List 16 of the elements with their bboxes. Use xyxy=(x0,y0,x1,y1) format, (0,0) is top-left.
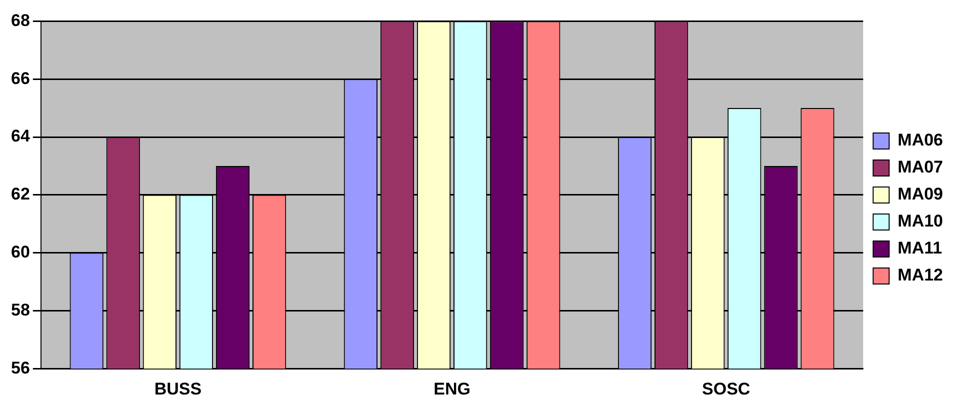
legend-label: MA09 xyxy=(898,184,944,204)
y-tick-label: 64 xyxy=(10,126,30,146)
legend-label: MA07 xyxy=(898,158,944,177)
y-tick-label: 60 xyxy=(10,242,30,262)
y-tick-label: 58 xyxy=(10,300,30,320)
legend-label: MA06 xyxy=(898,130,944,150)
x-tick-label: ENG xyxy=(434,379,470,398)
x-tick-label: SOSC xyxy=(702,379,750,398)
y-tick-label: 56 xyxy=(10,358,30,378)
y-tick-label: 68 xyxy=(10,10,30,30)
legend-label: MA11 xyxy=(898,238,942,258)
y-tick-label: 66 xyxy=(10,68,30,88)
y-tick-label: 62 xyxy=(10,184,30,204)
x-tick-label: BUSS xyxy=(154,379,202,398)
legend-label: MA10 xyxy=(898,212,944,231)
legend-label: MA12 xyxy=(898,266,944,285)
